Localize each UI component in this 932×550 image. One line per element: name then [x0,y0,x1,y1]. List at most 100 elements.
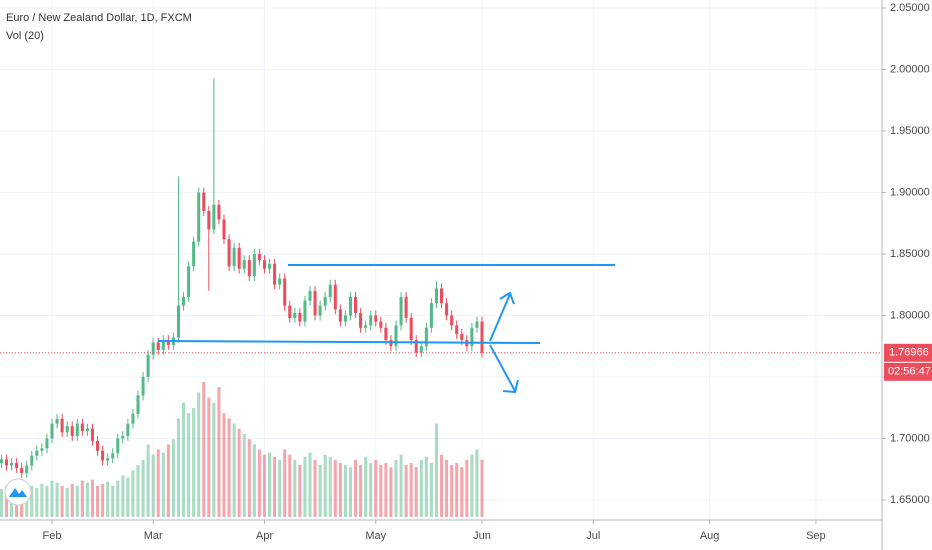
candle-body [45,438,49,449]
candle-body [116,438,120,454]
candle-body [25,465,29,473]
candle-body [222,219,226,240]
candle-body [475,321,479,328]
candle-body [70,426,74,436]
candle-body [75,423,79,436]
volume-bar [0,488,3,517]
candle-body [343,315,347,322]
volume-bar [354,459,358,517]
candle-body [384,327,388,341]
x-tick-label: Mar [144,530,163,542]
volume-bar [197,392,201,517]
candle-body [202,192,206,211]
volume-bar [374,459,378,517]
candle-body [192,241,196,267]
y-tick-label: 1.80000 [890,309,930,321]
candle-body [156,342,160,350]
candle-body [480,321,484,353]
x-tick-label: Jun [473,530,491,542]
candle-body [359,313,363,328]
countdown-box [884,362,932,381]
candle-body [394,325,398,347]
volume-bar [359,465,363,517]
candle-body [101,450,105,461]
volume-bar [40,483,44,517]
candle-body [15,463,19,468]
volume-bar [364,456,368,517]
volume-bar [303,456,307,517]
candle-body [470,327,474,347]
candle-body [212,204,216,230]
candle-body [207,210,211,230]
volume-bar [187,413,191,517]
down-arrow [489,344,516,392]
indicator-label: Vol (20) [6,30,44,42]
volume-bar [404,465,408,517]
volume-bar [156,449,160,517]
chart-title: Euro / New Zealand Dollar, 1D, FXCM [6,12,192,24]
candle-body [364,325,368,328]
volume-bar [35,487,39,517]
candle-body [136,395,140,414]
volume-bar [212,402,216,517]
candle-body [242,260,246,269]
candle-body [273,263,277,285]
candle-body [65,426,69,433]
candle-body [60,418,64,433]
volume-bar [111,485,115,517]
candle-body [55,418,59,424]
volume-bar [101,483,105,517]
volume-bar [80,480,84,517]
volume-bar [480,459,484,517]
volume-bar [146,444,150,517]
candle-body [40,448,44,451]
volume-bar [106,481,110,517]
candle-body [227,239,231,267]
logo-icon[interactable] [9,488,27,497]
volume-bar [414,467,418,517]
volume-bar [323,454,327,517]
candle-body [434,288,438,304]
volume-bar [384,463,388,517]
volume-bar [348,467,352,517]
volume-bar [4,485,8,517]
candle-body [460,333,464,341]
y-tick-label: 2.00000 [890,63,930,75]
volume-bar [151,454,155,517]
candle-body [187,266,191,298]
support-line [157,340,541,344]
logo-badge[interactable] [4,478,32,506]
volume-bar [90,479,94,517]
candle-body [354,297,358,314]
y-tick-label: 1.90000 [890,186,930,198]
volume-bar [131,470,135,517]
volume-bar [176,418,180,517]
candle-body [323,297,327,306]
volume-bar [455,463,459,517]
volume-bar [257,449,261,517]
up-arrow [489,293,511,342]
y-tick-label: 1.70000 [890,432,930,444]
candle-body [455,325,459,334]
volume-bar [121,475,125,517]
up-arrow-head [499,291,515,305]
volume-bar [434,423,438,517]
candle-body [419,346,423,353]
volume-bar [333,459,337,517]
x-tick-label: Apr [256,530,273,542]
volume-bar [247,439,251,517]
candle-body [308,290,312,301]
volume-bar [318,465,322,517]
candle-body [197,192,201,242]
volume-bar [60,485,64,517]
volume-bar [389,467,393,517]
candle-body [293,313,297,318]
candle-body [85,428,89,432]
logo[interactable] [4,478,32,506]
volume-bar [161,452,165,517]
volume-bar [50,480,54,517]
candle-body [166,340,170,345]
volume-bar [30,485,34,517]
volume-bar [55,482,59,517]
